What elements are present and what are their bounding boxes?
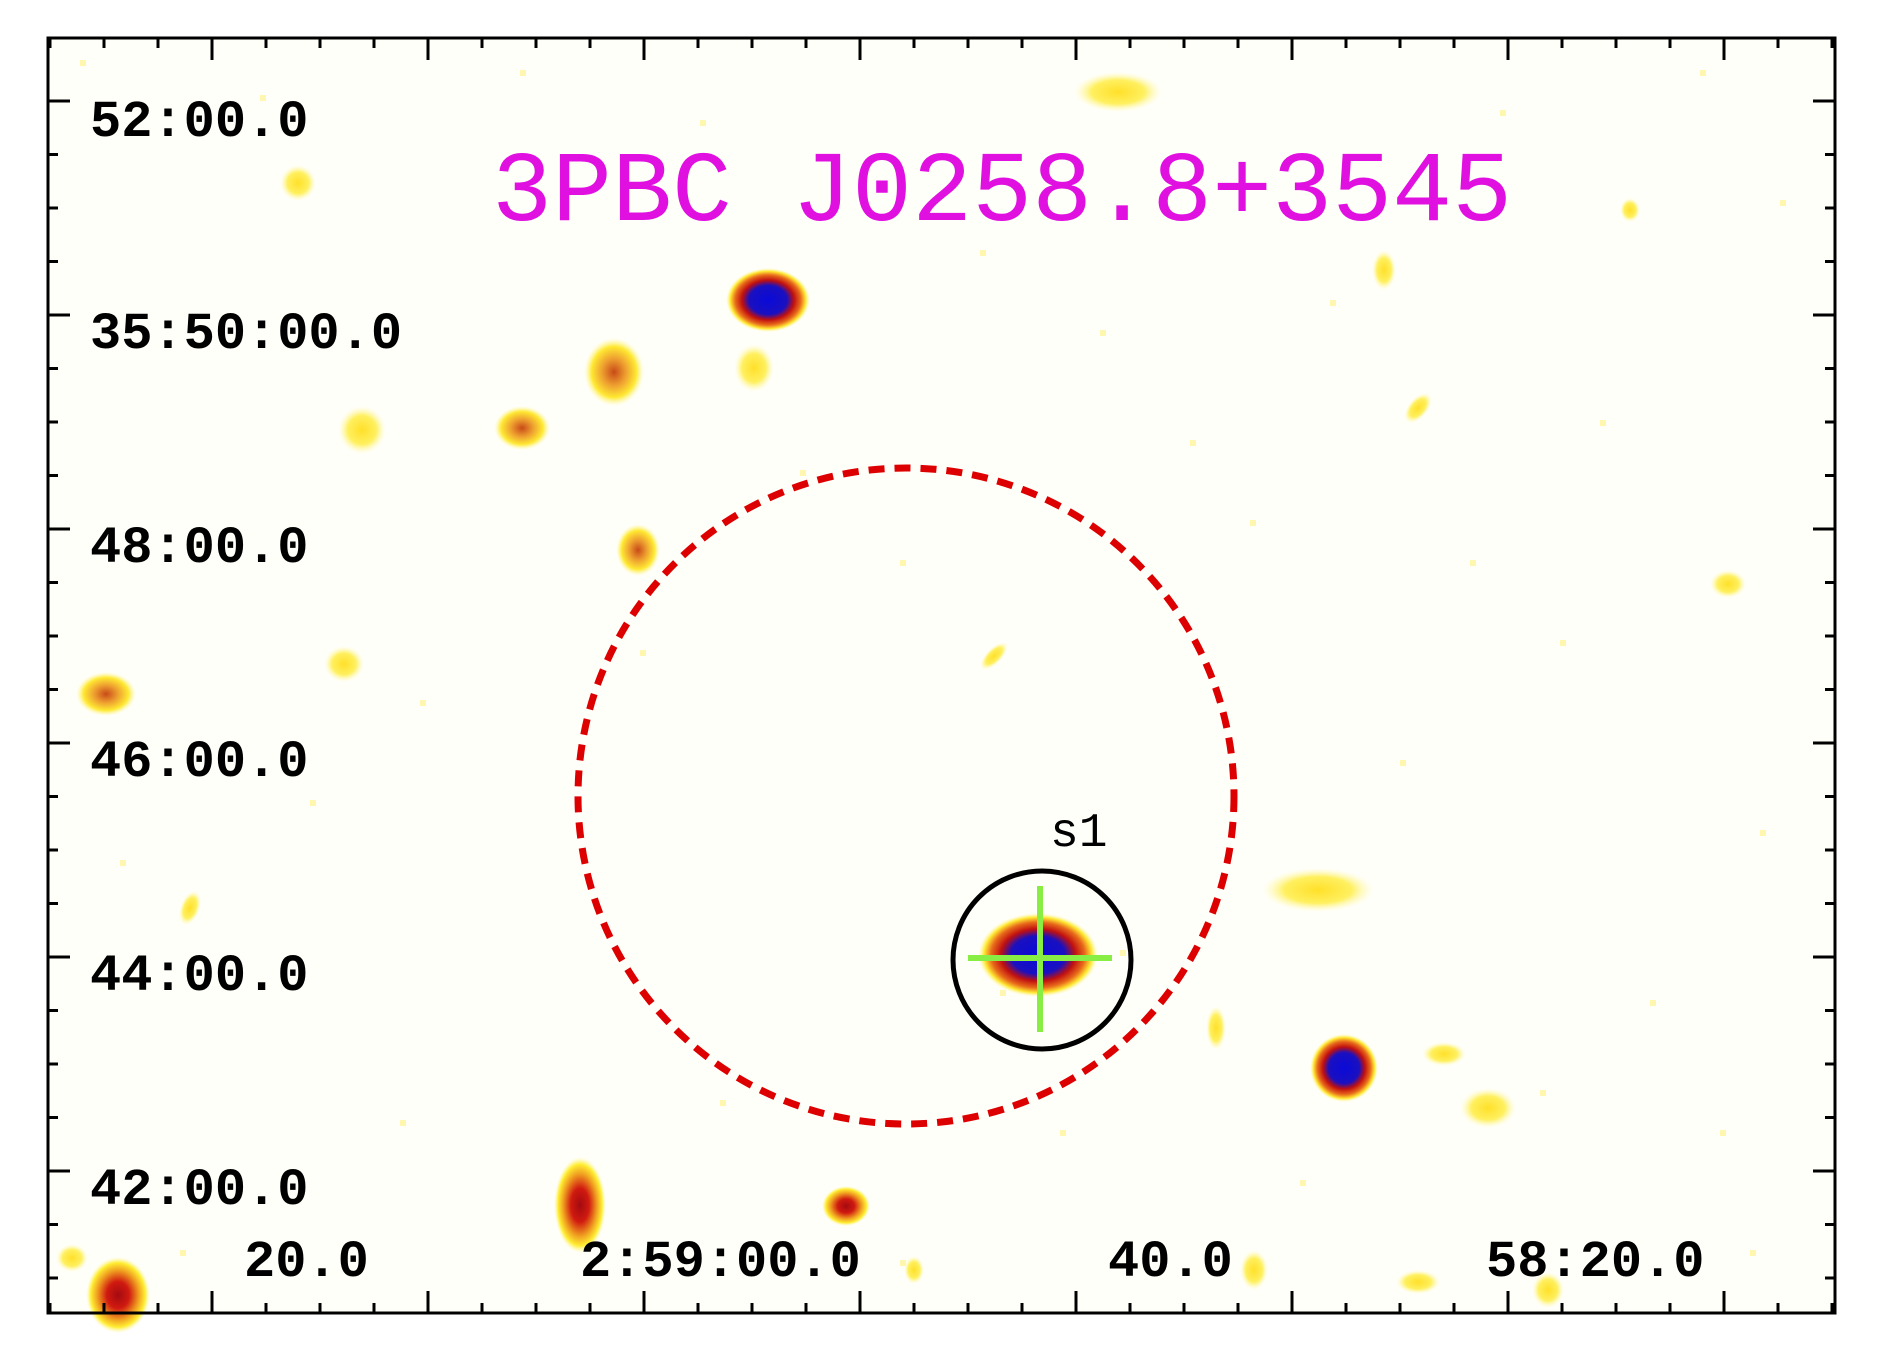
source-blob bbox=[280, 165, 316, 201]
ra-label: 20.0 bbox=[244, 1233, 369, 1292]
source-blob bbox=[734, 344, 774, 392]
source-blob bbox=[1262, 868, 1374, 912]
dec-label: 48:00.0 bbox=[90, 519, 308, 578]
source-blob bbox=[554, 1157, 606, 1253]
source-blob bbox=[1620, 198, 1640, 222]
source-blob bbox=[616, 524, 660, 576]
ra-label: 2:59:00.0 bbox=[580, 1233, 861, 1292]
source-blob bbox=[1206, 1006, 1226, 1050]
source-blob bbox=[338, 406, 386, 454]
source-blob bbox=[904, 1256, 924, 1284]
source-blob bbox=[584, 338, 644, 406]
figure-title: 3PBC J0258.8+3545 bbox=[492, 138, 1512, 251]
source-label-s1: s1 bbox=[1050, 807, 1108, 861]
ra-axis-labels: 20.0 2:59:00.0 40.0 58:20.0 bbox=[244, 1233, 1704, 1292]
source-blob bbox=[1710, 570, 1746, 598]
ra-label: 40.0 bbox=[1108, 1233, 1233, 1292]
source-blob bbox=[1460, 1088, 1516, 1128]
source-blob bbox=[56, 1244, 88, 1272]
source-blob bbox=[1372, 250, 1396, 290]
source-blob bbox=[178, 890, 202, 926]
error-circle bbox=[574, 464, 1238, 1128]
source-blob bbox=[1422, 1042, 1466, 1066]
plot-frame bbox=[46, 36, 1837, 1315]
axis-ticks bbox=[48, 38, 1835, 1313]
source-blob bbox=[1396, 1270, 1440, 1294]
dec-label: 35:50:00.0 bbox=[90, 305, 402, 364]
dec-label: 42:00.0 bbox=[90, 1161, 308, 1220]
source-circle-s1 bbox=[950, 868, 1134, 1052]
source-blob bbox=[86, 1257, 150, 1333]
dec-label: 52:00.0 bbox=[90, 93, 308, 152]
source-blob bbox=[76, 672, 136, 716]
dec-label: 46:00.0 bbox=[90, 733, 308, 792]
ra-label: 58:20.0 bbox=[1486, 1233, 1704, 1292]
dec-label: 44:00.0 bbox=[90, 947, 308, 1006]
crosshair-icon bbox=[968, 886, 1112, 1032]
source-blob bbox=[822, 1186, 870, 1226]
source-blob bbox=[1532, 1272, 1564, 1308]
source-blob bbox=[726, 268, 810, 332]
dec-axis-labels: 52:00.0 35:50:00.0 48:00.0 46:00.0 44:00… bbox=[90, 93, 402, 1220]
source-blob bbox=[1310, 1034, 1378, 1102]
source-blob bbox=[494, 406, 550, 450]
source-blob bbox=[324, 646, 364, 682]
source-blob bbox=[980, 642, 1008, 670]
source-blob bbox=[1404, 392, 1432, 424]
source-blob bbox=[1240, 1250, 1268, 1290]
source-blob bbox=[1074, 72, 1162, 112]
